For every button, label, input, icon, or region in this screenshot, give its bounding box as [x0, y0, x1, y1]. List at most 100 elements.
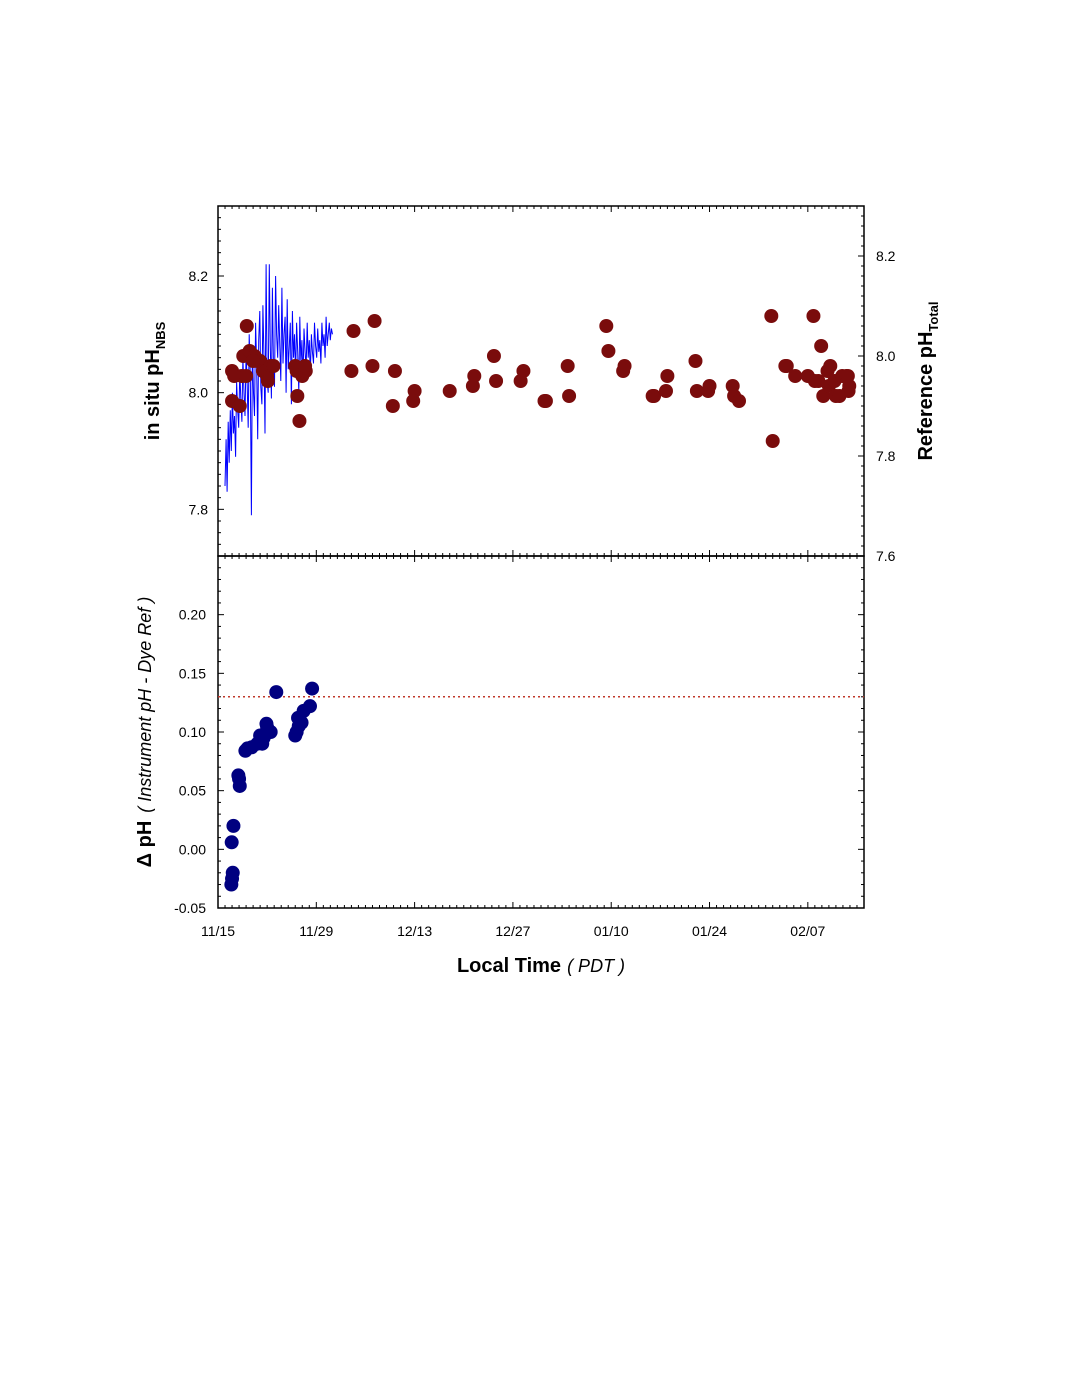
reference-ph-point	[823, 359, 838, 373]
reference-ph-point	[292, 414, 307, 428]
x-tick-labels: 11/15 11/29 12/13 12/27 01/10 01/24 02/07	[201, 923, 826, 939]
reference-ph-point	[365, 359, 380, 373]
ph-line-series	[224, 264, 333, 516]
x-tick-label: 01/10	[594, 923, 629, 939]
top-left-axis-title-main: in situ pH	[142, 349, 164, 440]
top-left-axis-title: in situ pHNBS	[142, 321, 168, 440]
delta-ph-point	[302, 699, 317, 714]
x-tick-label: 12/27	[495, 923, 530, 939]
reference-ph-point	[260, 374, 275, 388]
reference-ph-point	[344, 364, 359, 378]
reference-ph-point	[764, 309, 779, 323]
top-right-tick-label: 8.2	[876, 248, 896, 264]
reference-ph-point	[290, 389, 305, 403]
top-plot-frame	[217, 205, 865, 557]
delta-ph-point	[224, 835, 239, 850]
top-right-axis-title-subscript: Total	[926, 301, 941, 331]
delta-ph-point	[232, 778, 247, 793]
top-left-tick-labels: 7.8 8.0 8.2	[189, 268, 209, 517]
x-tick-label: 11/29	[299, 923, 333, 939]
reference-ph-point	[689, 384, 704, 398]
bottom-left-tick-label: 0.15	[179, 665, 206, 681]
top-ticks	[217, 205, 865, 557]
x-axis-title: Local Time ( PDT )	[457, 955, 625, 977]
top-left-axis-title-subscript: NBS	[153, 321, 168, 349]
reference-ph-point	[601, 344, 616, 358]
reference-ph-point	[239, 369, 254, 383]
top-right-tick-label: 8.0	[876, 348, 896, 364]
top-left-tick-label: 8.0	[189, 385, 209, 401]
reference-ph-point	[725, 379, 740, 393]
reference-ph-points	[225, 309, 857, 448]
delta-ph-point	[226, 818, 241, 833]
reference-ph-point	[806, 309, 821, 323]
bottom-left-tick-label: -0.05	[174, 900, 206, 916]
top-right-tick-labels: 7.6 7.8 8.0 8.2	[876, 248, 896, 564]
reference-ph-point	[246, 354, 261, 368]
x-tick-label: 02/07	[790, 923, 825, 939]
top-left-tick-label: 8.2	[189, 268, 209, 284]
reference-ph-point	[406, 394, 421, 408]
ph-line	[224, 264, 333, 516]
reference-ph-point	[387, 364, 402, 378]
reference-ph-point	[489, 374, 504, 388]
reference-ph-point	[560, 359, 575, 373]
reference-ph-point	[599, 319, 614, 333]
reference-ph-point	[442, 384, 457, 398]
reference-ph-point	[645, 389, 660, 403]
reference-ph-point	[814, 339, 829, 353]
bottom-left-tick-label: 0.10	[179, 724, 206, 740]
delta-ph-point	[305, 681, 320, 696]
bottom-plot-frame	[217, 555, 865, 909]
reference-ph-point	[840, 369, 855, 383]
reference-ph-point	[346, 324, 361, 338]
reference-ph-point	[778, 359, 793, 373]
x-axis-title-suffix: ( PDT )	[567, 956, 625, 976]
reference-ph-point	[658, 384, 673, 398]
bottom-axis-title-suffix: ( Instrument pH - Dye Ref )	[135, 597, 155, 813]
top-panel: 7.8 8.0 8.2 7.6 7.8 8.0 8.2 in situ pHNBS Ref…	[142, 205, 941, 564]
reference-ph-point	[465, 379, 480, 393]
reference-ph-point	[239, 319, 254, 333]
reference-ph-point	[701, 384, 716, 398]
reference-ph-point	[513, 374, 528, 388]
x-tick-label: 11/15	[201, 923, 235, 939]
reference-ph-point	[385, 399, 400, 413]
reference-ph-point	[732, 394, 747, 408]
top-right-tick-label: 7.8	[876, 448, 896, 464]
delta-ph-points	[224, 681, 320, 892]
x-tick-label: 12/13	[397, 923, 432, 939]
delta-ph-point	[269, 685, 284, 700]
top-right-axis-title-main: Reference pH	[915, 332, 937, 461]
reference-ph-point	[562, 389, 577, 403]
reference-ph-point	[266, 359, 281, 373]
bottom-axis-title-prefix: Δ pH	[134, 821, 156, 868]
bottom-left-tick-label: 0.05	[179, 783, 206, 799]
reference-ph-point	[538, 394, 553, 408]
x-axis-title-main: Local Time	[457, 955, 561, 977]
bottom-left-tick-label: 0.20	[179, 607, 206, 623]
bottom-panel: -0.05 0.00 0.05 0.10 0.15 0.20 11/15 11/29 12/1…	[134, 555, 865, 977]
x-tick-label: 01/24	[692, 923, 727, 939]
top-right-axis-title: Reference pHTotal	[915, 301, 941, 460]
bottom-left-axis-title: Δ pH ( Instrument pH - Dye Ref )	[134, 597, 156, 868]
bottom-ticks	[217, 555, 865, 909]
reference-ph-point	[232, 399, 247, 413]
reference-ph-point	[788, 369, 803, 383]
reference-ph-point	[811, 374, 826, 388]
delta-ph-point	[291, 710, 306, 725]
reference-ph-point	[765, 434, 780, 448]
top-right-tick-label: 7.6	[876, 548, 896, 564]
delta-ph-point	[260, 720, 275, 735]
reference-ph-point	[688, 354, 703, 368]
reference-ph-point	[298, 359, 313, 373]
reference-ph-point	[616, 364, 631, 378]
reference-ph-point	[367, 314, 382, 328]
reference-ph-point	[660, 369, 675, 383]
bottom-left-tick-label: 0.00	[179, 841, 206, 857]
delta-ph-point	[225, 865, 240, 880]
bottom-left-tick-labels: -0.05 0.00 0.05 0.10 0.15 0.20	[174, 607, 206, 916]
top-left-tick-label: 7.8	[189, 501, 209, 517]
reference-ph-point	[486, 349, 501, 363]
